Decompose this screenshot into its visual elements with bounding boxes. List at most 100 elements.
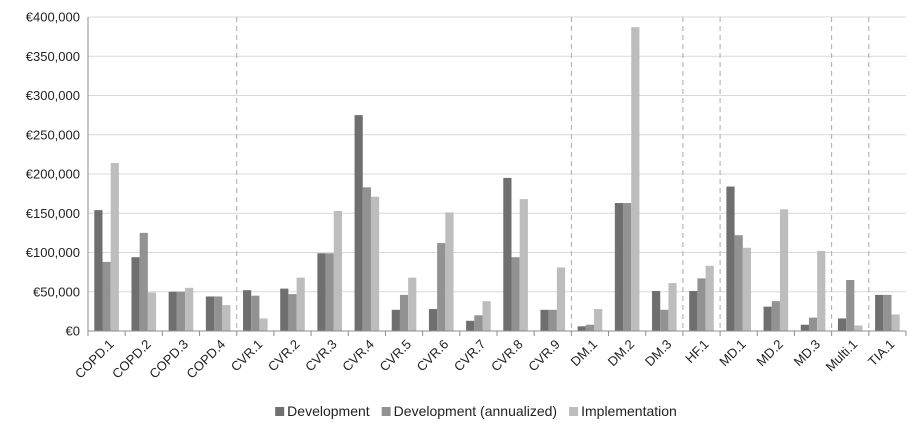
bar-cvr-9-s2 [548, 309, 557, 331]
bar-tia-1-s1 [875, 294, 884, 331]
x-tick-label: CVR.9 [525, 337, 563, 375]
bar-copd-3-s2 [176, 291, 186, 331]
bar-md-3-s1 [800, 324, 809, 331]
bar-md-2-s1 [763, 306, 772, 331]
bar-cvr-9-s3 [556, 267, 566, 331]
legend-swatch [381, 407, 391, 416]
y-tick-labels: €0 €50,000 €100,000 €150,000 €200,000 €250,00… [26, 10, 80, 339]
bar-cvr-5-s2 [399, 294, 409, 331]
y-tick-label: €250,000 [26, 127, 80, 142]
gridlines [88, 16, 906, 293]
bar-cvr-7-s2 [474, 315, 483, 331]
bar-cvr-4-s3 [370, 196, 380, 331]
bar-hf-1-s3 [705, 265, 714, 331]
y-tick-label: €100,000 [26, 245, 80, 260]
x-tick-label: CVR.4 [339, 337, 377, 375]
x-tick-label: CVR.6 [414, 337, 452, 375]
bar-copd-4-s1 [205, 296, 215, 331]
legend-swatch [569, 407, 579, 416]
x-tick-label: MD.3 [791, 337, 824, 370]
x-tick-label: CVR.1 [228, 337, 266, 375]
bar-cvr-3-s2 [325, 253, 334, 331]
bar-cvr-7-s3 [482, 301, 491, 331]
bar-md-2-s3 [779, 209, 789, 331]
x-tick-label: COPD.3 [146, 337, 191, 382]
x-tick-label: DM.1 [568, 337, 601, 370]
y-tick-label: €400,000 [26, 10, 80, 25]
bar-cvr-6-s3 [445, 212, 454, 331]
x-tick-label: COPD.4 [183, 337, 228, 382]
bar-multi-1-s2 [846, 279, 855, 331]
x-tick-label: TIA.1 [865, 337, 898, 370]
bar-md-2-s2 [771, 301, 780, 331]
bar-tia-1-s3 [891, 314, 900, 331]
x-tick-label: HF.1 [682, 337, 712, 367]
legend-label: Development [287, 403, 370, 419]
y-tick-label: €300,000 [26, 88, 80, 103]
bar-multi-1-s1 [837, 318, 847, 331]
axes [87, 17, 907, 336]
y-tick-label: €50,000 [33, 284, 80, 299]
x-tick-label: Multi.1 [823, 337, 861, 375]
bar-cvr-6-s1 [428, 309, 438, 331]
bar-dm-2-s3 [631, 27, 640, 331]
bar-cvr-6-s2 [437, 243, 446, 331]
bar-copd-3-s1 [168, 291, 177, 331]
bar-dm-3-s2 [660, 309, 669, 331]
bar-copd-1-s2 [102, 261, 111, 331]
bar-hf-1-s1 [689, 290, 698, 331]
bar-dm-2-s1 [614, 203, 624, 331]
bar-cvr-9-s1 [540, 309, 549, 331]
bar-dm-1-s3 [594, 309, 603, 331]
y-tick-label: €200,000 [26, 167, 80, 182]
bar-copd-2-s1 [131, 257, 140, 331]
x-tick-label: MD.1 [716, 337, 749, 370]
bar-multi-1-s3 [854, 325, 863, 331]
bar-cvr-8-s1 [503, 177, 512, 331]
bar-copd-2-s2 [139, 232, 148, 332]
bar-md-3-s3 [817, 250, 826, 331]
bar-cvr-2-s1 [280, 288, 289, 331]
bar-copd-1-s1 [94, 210, 103, 331]
y-tick-label: €350,000 [26, 49, 80, 64]
x-tick-label: CVR.7 [451, 337, 489, 375]
bar-copd-1-s3 [110, 163, 119, 331]
bar-cvr-2-s2 [288, 294, 297, 331]
x-tick-label: MD.2 [753, 337, 786, 370]
y-tick-label: €150,000 [26, 206, 80, 221]
bar-cvr-5-s1 [391, 309, 400, 331]
bar-dm-3-s1 [652, 290, 661, 331]
bar-cvr-3-s1 [317, 253, 326, 331]
legend: Development Development (annualized) Imple… [275, 403, 677, 419]
bar-cvr-1-s2 [251, 295, 260, 331]
group-separators [236, 17, 870, 331]
bar-hf-1-s2 [697, 278, 706, 331]
bar-dm-1-s1 [577, 326, 586, 331]
legend-label: Implementation [581, 403, 677, 419]
bar-dm-3-s3 [668, 283, 677, 331]
bar-copd-4-s3 [222, 305, 231, 331]
legend-label: Development (annualized) [394, 403, 557, 419]
bar-tia-1-s2 [883, 294, 892, 331]
bar-md-1-s1 [726, 186, 735, 331]
bar-md-1-s2 [734, 235, 743, 331]
bar-cvr-8-s2 [511, 257, 520, 331]
legend-swatch [275, 407, 285, 416]
bar-cvr-1-s1 [243, 290, 252, 331]
x-tick-label: CVR.8 [488, 337, 526, 375]
bar-md-1-s3 [742, 247, 751, 331]
x-tick-label: DM.3 [642, 337, 675, 370]
bar-cvr-2-s3 [296, 277, 305, 331]
x-tick-label: CVR.2 [265, 337, 303, 375]
x-tick-label: DM.2 [605, 337, 638, 370]
x-tick-label: CVR.5 [376, 337, 414, 375]
bar-dm-1-s2 [585, 324, 595, 331]
bar-cvr-1-s3 [259, 318, 268, 331]
bar-cvr-8-s3 [519, 199, 528, 331]
x-tick-label: COPD.2 [109, 337, 154, 382]
bar-copd-3-s3 [185, 287, 194, 331]
bar-cvr-4-s1 [354, 115, 363, 332]
bars [94, 27, 900, 332]
